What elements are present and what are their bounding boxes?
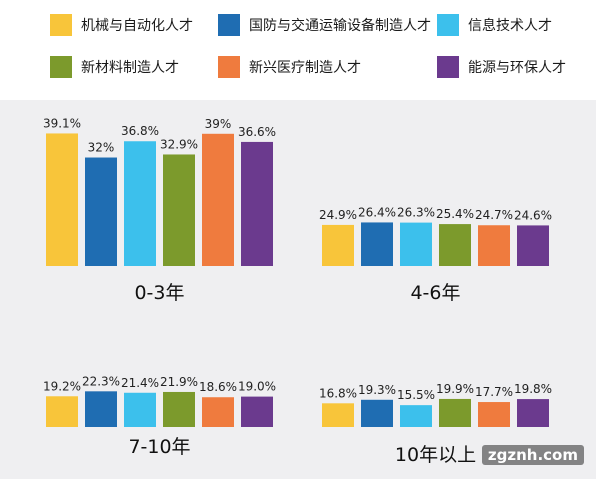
- group-label-0: 0-3年: [134, 282, 184, 304]
- value-label-0-0: 39.1%: [43, 116, 81, 130]
- bar-0-3: [163, 154, 195, 266]
- value-label-0-5: 36.6%: [238, 125, 276, 139]
- value-label-0-3: 32.9%: [160, 137, 198, 151]
- legend-label-mechanical: 机械与自动化人才: [81, 18, 193, 34]
- bar-1-1: [361, 222, 393, 266]
- bar-1-2: [400, 222, 432, 266]
- bar-3-2: [400, 405, 432, 427]
- bar-0-4: [202, 133, 234, 266]
- legend-item-defense: 国防与交通运输设备制造人才: [218, 13, 431, 37]
- legend-label-defense: 国防与交通运输设备制造人才: [249, 18, 431, 34]
- legend-item-mechanical: 机械与自动化人才: [50, 13, 193, 37]
- legend-swatch-mechanical: [50, 14, 72, 36]
- legend-swatch-materials: [50, 56, 72, 78]
- bar-0-0: [46, 133, 78, 266]
- value-label-0-2: 36.8%: [121, 124, 159, 138]
- value-label-3-2: 15.5%: [397, 388, 435, 402]
- legend-item-medical: 新兴医疗制造人才: [218, 55, 361, 79]
- bar-3-1: [361, 399, 393, 427]
- value-label-1-5: 24.6%: [514, 208, 552, 222]
- value-label-0-4: 39%: [205, 117, 232, 131]
- group-label-2: 7-10年: [128, 436, 190, 458]
- bar-2-3: [163, 391, 195, 427]
- chart-panel: 39.1% 32% 36.8% 32.9% 39% 36.6% 0-3年 24.9% 26.4%…: [0, 100, 596, 479]
- value-label-2-2: 21.4%: [121, 376, 159, 390]
- value-label-0-1: 32%: [88, 141, 115, 155]
- bar-1-3: [439, 224, 471, 266]
- value-label-3-4: 17.7%: [475, 385, 513, 399]
- bar-1-4: [478, 225, 510, 266]
- value-label-1-0: 24.9%: [319, 208, 357, 222]
- value-label-2-4: 18.6%: [199, 380, 237, 394]
- legend-swatch-defense: [218, 14, 240, 36]
- bar-chart: 39.1% 32% 36.8%32.9% 39% 36.6% 0-3年 24.9% 26.4%…: [43, 116, 552, 466]
- chart-legend: 机械与自动化人才 国防与交通运输设备制造人才 信息技术人才 新材料制造人才 新兴…: [0, 0, 596, 100]
- bar-0-1: [85, 157, 117, 266]
- bar-3-4: [478, 402, 510, 427]
- legend-label-materials: 新材料制造人才: [81, 60, 179, 76]
- bar-2-0: [46, 396, 78, 427]
- bar-0-2: [124, 141, 156, 266]
- legend-item-materials: 新材料制造人才: [50, 55, 179, 79]
- value-label-3-0: 16.8%: [319, 386, 357, 400]
- value-label-1-4: 24.7%: [475, 208, 513, 222]
- watermark: zgznh.com: [481, 445, 584, 465]
- value-label-3-5: 19.8%: [514, 382, 552, 396]
- legend-swatch-medical: [218, 56, 240, 78]
- bar-3-5: [517, 399, 549, 427]
- bar-2-4: [202, 397, 234, 427]
- legend-swatch-it: [437, 14, 459, 36]
- value-label-1-3: 25.4%: [436, 207, 474, 221]
- bar-2-5: [241, 396, 273, 427]
- legend-swatch-energy: [437, 56, 459, 78]
- value-label-3-1: 19.3%: [358, 383, 396, 397]
- group-label-1: 4-6年: [410, 282, 460, 304]
- bar-2-2: [124, 392, 156, 427]
- legend-label-medical: 新兴医疗制造人才: [249, 60, 361, 76]
- bar-3-3: [439, 398, 471, 427]
- value-label-2-0: 19.2%: [43, 379, 81, 393]
- legend-item-it: 信息技术人才: [437, 13, 552, 37]
- bar-1-0: [322, 224, 354, 266]
- value-label-2-1: 22.3%: [82, 374, 120, 388]
- value-label-1-1: 26.4%: [358, 205, 396, 219]
- value-label-3-3: 19.9%: [436, 382, 474, 396]
- legend-item-energy: 能源与环保人才: [437, 55, 566, 79]
- bar-1-5: [517, 225, 549, 266]
- bar-2-1: [85, 391, 117, 427]
- value-label-2-5: 19.0%: [238, 380, 276, 394]
- legend-label-energy: 能源与环保人才: [468, 60, 566, 76]
- value-label-2-3: 21.9%: [160, 375, 198, 389]
- bar-3-0: [322, 403, 354, 427]
- bar-0-5: [241, 141, 273, 266]
- legend-label-it: 信息技术人才: [468, 18, 552, 34]
- value-label-1-2: 26.3%: [397, 206, 435, 220]
- group-label-3: 10年以上: [395, 444, 476, 466]
